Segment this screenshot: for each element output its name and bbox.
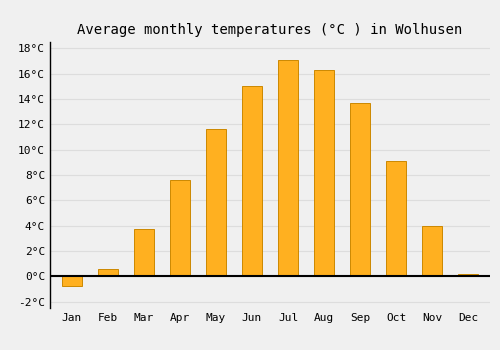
Bar xyxy=(134,230,154,276)
Title: Average monthly temperatures (°C ) in Wolhusen: Average monthly temperatures (°C ) in Wo… xyxy=(78,23,462,37)
Bar xyxy=(206,130,226,276)
Bar xyxy=(350,103,370,276)
Bar xyxy=(62,276,82,286)
Bar xyxy=(386,161,406,276)
Bar xyxy=(314,70,334,276)
Bar xyxy=(170,180,190,276)
Bar xyxy=(458,274,478,276)
Bar xyxy=(242,86,262,276)
Bar xyxy=(422,226,442,276)
Bar xyxy=(98,269,117,276)
Bar xyxy=(278,60,298,276)
